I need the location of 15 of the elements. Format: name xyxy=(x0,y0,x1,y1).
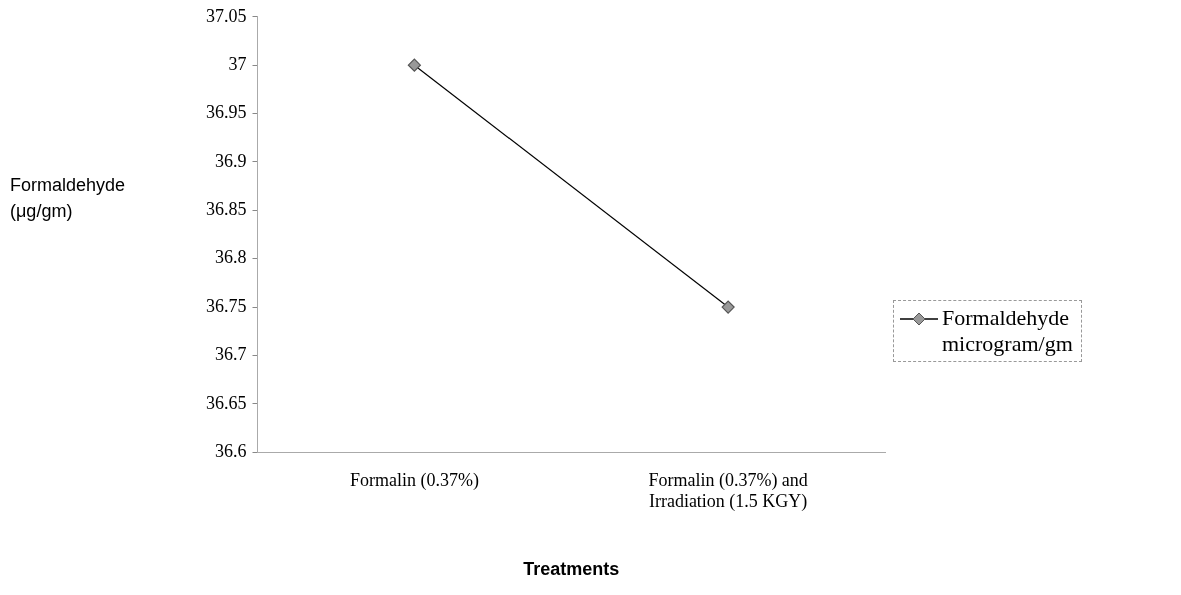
y-tick-label: 36.9 xyxy=(215,150,247,171)
x-tick-label: Formalin (0.37%) xyxy=(349,469,479,491)
y-tick-label: 37 xyxy=(228,53,247,74)
y-tick-label: 36.6 xyxy=(215,440,247,461)
legend-label: Formaldehyde microgram/gm xyxy=(942,305,1074,357)
y-tick-label: 36.95 xyxy=(206,102,247,123)
y-tick-label: 36.8 xyxy=(215,247,247,268)
y-tick-label: 36.65 xyxy=(206,392,247,413)
x-axis-title: Treatments xyxy=(523,559,620,580)
y-tick-label: 36.75 xyxy=(206,295,247,316)
y-tick-label: 36.7 xyxy=(215,344,247,365)
y-tick-label: 37.05 xyxy=(206,5,247,26)
x-tick-label: Formalin (0.37%) and Irradiation (1.5 KGY) xyxy=(648,469,808,513)
y-axis-title: Formaldehyde (μg/gm) xyxy=(10,174,127,223)
y-tick-label: 36.85 xyxy=(206,199,247,220)
